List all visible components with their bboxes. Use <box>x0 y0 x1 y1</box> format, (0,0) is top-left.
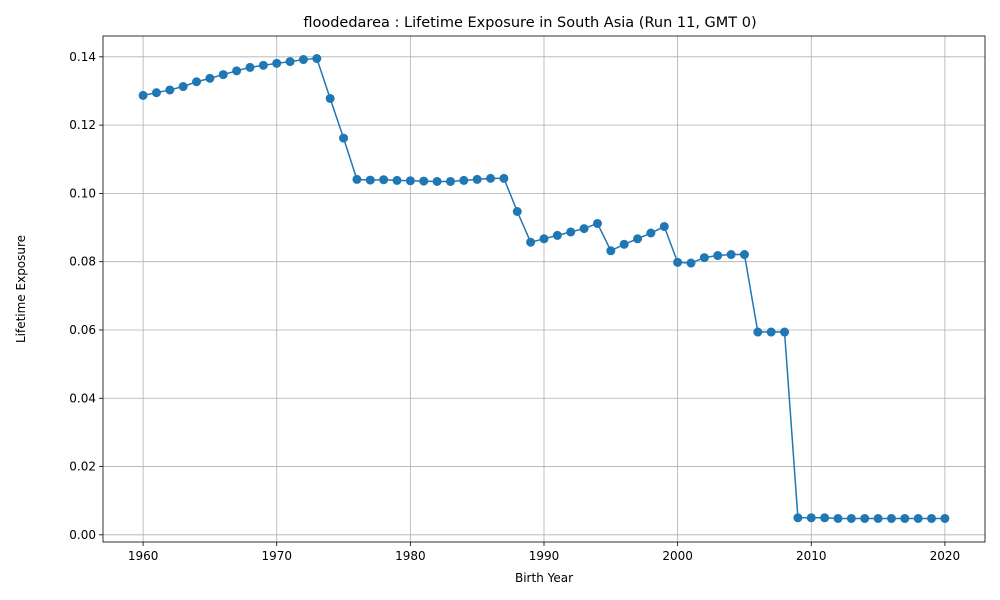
x-tick-label: 1960 <box>128 549 159 563</box>
x-tick-label: 2000 <box>662 549 693 563</box>
data-point <box>886 513 896 523</box>
data-point <box>432 176 442 186</box>
y-axis-ticks: 0.00 0.02 0.04 0.06 0.08 0.10 0.12 0.14 <box>69 50 103 542</box>
y-tick-label: 0.12 <box>69 118 96 132</box>
data-point <box>419 176 429 186</box>
y-tick-label: 0.14 <box>69 50 96 64</box>
data-point <box>592 218 602 228</box>
data-point <box>566 227 576 237</box>
data-point <box>713 251 723 261</box>
data-point <box>900 513 910 523</box>
data-point <box>793 513 803 523</box>
data-point <box>860 513 870 523</box>
data-point <box>606 246 616 256</box>
data-point <box>686 258 696 268</box>
data-point <box>178 82 188 92</box>
data-point <box>205 73 215 83</box>
data-point <box>312 54 322 64</box>
data-point <box>405 176 415 186</box>
y-tick-label: 0.00 <box>69 528 96 542</box>
data-point <box>659 222 669 232</box>
data-point <box>298 55 308 65</box>
data-point <box>940 513 950 523</box>
data-point <box>232 66 242 76</box>
data-point <box>846 513 856 523</box>
data-point <box>151 88 161 98</box>
data-point <box>699 253 709 263</box>
data-point <box>192 77 202 87</box>
data-point <box>339 133 349 143</box>
x-axis-label: Birth Year <box>515 571 573 585</box>
data-point <box>258 60 268 70</box>
data-point <box>499 173 509 183</box>
data-point <box>512 206 522 216</box>
x-axis-ticks: 1960 1970 1980 1990 2000 2010 2020 <box>128 542 960 563</box>
data-point <box>780 327 790 337</box>
data-point <box>272 58 282 68</box>
data-point <box>138 90 148 100</box>
data-point <box>806 513 816 523</box>
data-point <box>486 173 496 183</box>
data-point <box>539 234 549 244</box>
x-tick-label: 2020 <box>930 549 961 563</box>
data-point <box>218 70 228 80</box>
chart-title: floodedarea : Lifetime Exposure in South… <box>303 15 756 31</box>
data-point <box>526 237 536 247</box>
data-point <box>379 175 389 185</box>
data-point <box>445 176 455 186</box>
y-tick-label: 0.02 <box>69 460 96 474</box>
x-tick-label: 1980 <box>395 549 426 563</box>
data-point <box>646 228 656 238</box>
y-tick-label: 0.04 <box>69 391 96 405</box>
data-point <box>352 174 362 184</box>
grid-lines <box>103 36 985 542</box>
data-point <box>459 175 469 185</box>
series-floodedarea <box>138 54 950 523</box>
data-point <box>165 85 175 95</box>
data-point <box>325 93 335 103</box>
data-point <box>552 230 562 240</box>
data-point <box>245 62 255 72</box>
data-point <box>753 327 763 337</box>
data-point <box>766 327 776 337</box>
data-point <box>472 174 482 184</box>
data-point <box>820 513 830 523</box>
x-tick-label: 2010 <box>796 549 827 563</box>
data-point <box>673 257 683 267</box>
data-point <box>726 250 736 260</box>
data-point <box>833 513 843 523</box>
data-point <box>392 175 402 185</box>
y-axis-label: Lifetime Exposure <box>14 235 28 343</box>
x-tick-label: 1990 <box>529 549 560 563</box>
y-tick-label: 0.08 <box>69 255 96 269</box>
data-point <box>285 57 295 67</box>
data-point <box>365 175 375 185</box>
data-point <box>739 250 749 260</box>
y-tick-label: 0.10 <box>69 186 96 200</box>
data-point <box>633 234 643 244</box>
data-point <box>579 224 589 234</box>
y-tick-label: 0.06 <box>69 323 96 337</box>
data-point <box>873 513 883 523</box>
data-point <box>913 513 923 523</box>
data-point <box>619 239 629 249</box>
x-tick-label: 1970 <box>261 549 292 563</box>
data-point <box>927 513 937 523</box>
